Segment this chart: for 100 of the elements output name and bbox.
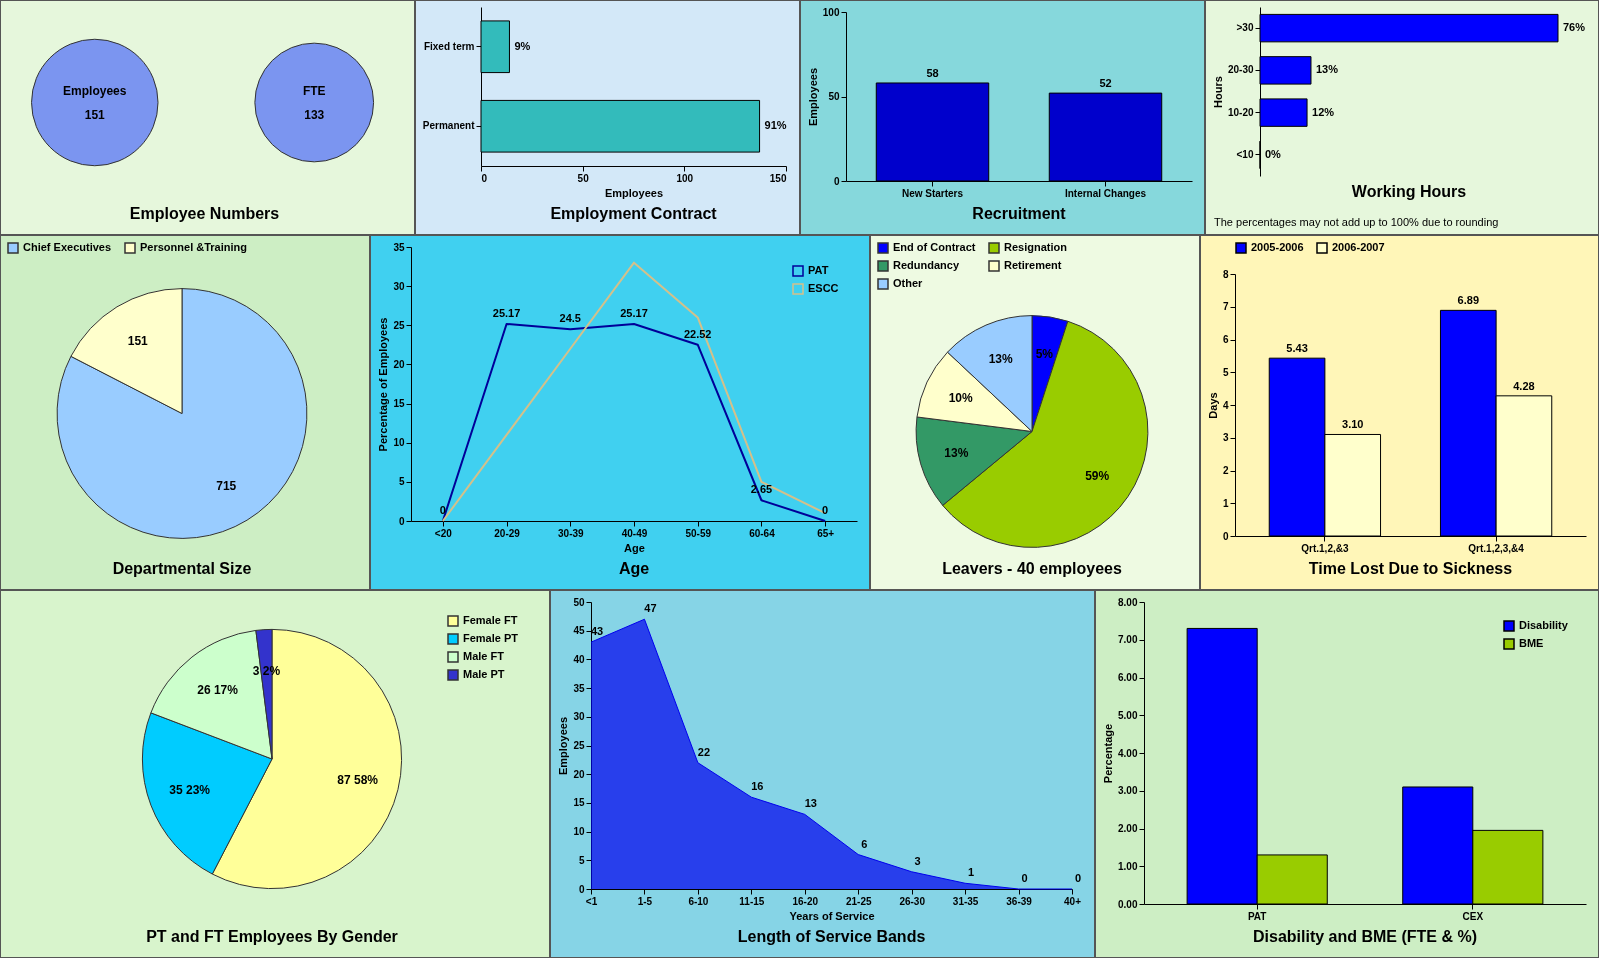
legend-label: Chief Executives <box>23 241 112 253</box>
legend-label: Resignation <box>1004 241 1068 253</box>
y-tick-label: 1.00 <box>1118 860 1138 872</box>
x-tick-label: <1 <box>585 895 598 907</box>
y-tick-label: 30 <box>393 280 405 292</box>
data-label: 13% <box>944 446 969 461</box>
y-tick-label: 30 <box>573 711 585 723</box>
y-tick-label: 5.00 <box>1118 709 1138 721</box>
x-tick-label: 16-20 <box>792 895 819 907</box>
data-label: 4.28 <box>1513 379 1535 392</box>
y-tick-label: 5 <box>398 476 405 488</box>
x-axis-title: Employees <box>604 186 664 199</box>
data-label: 24.5 <box>559 312 581 325</box>
y-tick-label: 20 <box>573 768 585 780</box>
x-tick-label: 30-39 <box>558 527 585 539</box>
x-tick-label: 50-59 <box>685 527 712 539</box>
x-tick-label: 0 <box>481 172 488 184</box>
x-tick-label: 21-25 <box>845 895 872 907</box>
legend-label: Disability <box>1519 619 1569 631</box>
legend-label: Male PT <box>463 668 505 680</box>
y-tick-label: 10 <box>393 437 405 449</box>
y-tick-label: <10 <box>1236 148 1254 160</box>
x-tick-label: 150 <box>769 172 787 184</box>
y-tick-label: >30 <box>1236 22 1254 34</box>
data-label: 47 <box>644 602 657 615</box>
y-tick-label: 0 <box>578 883 585 895</box>
data-label: 58 <box>926 66 939 79</box>
data-label: 59% <box>1085 468 1110 483</box>
data-label: 43 <box>590 625 604 638</box>
data-label: 151 <box>127 333 149 348</box>
text: Working Hours <box>1351 183 1467 200</box>
text: Recruitment <box>972 205 1067 222</box>
data-label: 22 <box>697 745 711 758</box>
y-tick-label: 35 <box>573 682 585 694</box>
data-label: 13% <box>988 352 1014 367</box>
y-tick-label: Fixed term <box>423 40 475 52</box>
data-label: 13 <box>804 797 817 810</box>
text: Time Lost Due to Sickness <box>1308 560 1513 577</box>
pie-slice <box>56 288 308 539</box>
y-tick-label: 15 <box>573 797 585 809</box>
x-tick-label: CEX <box>1462 910 1484 922</box>
y-axis-title: Days <box>1206 392 1219 419</box>
x-tick-label: New Starters <box>901 187 964 199</box>
x-tick-label: 26-30 <box>899 895 926 907</box>
x-tick-label: 65+ <box>817 527 835 539</box>
y-tick-label: 6.00 <box>1118 672 1138 683</box>
y-tick-label: 6 <box>1222 334 1229 345</box>
data-label: 52 <box>1099 77 1112 90</box>
x-tick-label: 20-29 <box>494 527 521 539</box>
y-tick-label: 40 <box>573 653 585 665</box>
y-tick-label: 1 <box>1222 497 1229 509</box>
y-tick-label: 5 <box>1222 366 1229 378</box>
legend-label: 2005-2006 <box>1251 241 1304 253</box>
data-label: 133 <box>304 107 325 122</box>
x-tick-label: 40+ <box>1064 895 1082 907</box>
y-axis-title: Hours <box>1211 76 1224 108</box>
y-tick-label: 0 <box>398 515 405 527</box>
text: Employee Numbers <box>129 205 280 222</box>
y-tick-label: 35 <box>393 241 405 253</box>
data-label: 87 58% <box>337 772 379 787</box>
y-axis-title: Percentage <box>1102 723 1115 784</box>
y-axis-title: Employees <box>557 716 570 776</box>
data-label: 16 <box>751 780 764 793</box>
y-tick-label: 5 <box>578 854 585 866</box>
x-axis-title: Years of Service <box>789 909 875 922</box>
text: Departmental Size <box>112 560 252 577</box>
text: Length of Service Bands <box>737 928 926 945</box>
data-label: 3 <box>914 854 921 867</box>
category-label: FTE <box>302 83 326 98</box>
y-tick-label: 0.00 <box>1118 898 1138 910</box>
y-tick-label: 20-30 <box>1227 64 1254 76</box>
y-tick-label: 10-20 <box>1227 106 1254 118</box>
annotation: 9% <box>514 39 531 52</box>
x-tick-label: 36-39 <box>1006 895 1033 907</box>
text: The percentages may not add up to 100% due to rounding <box>1214 216 1499 228</box>
legend-label: Redundancy <box>893 259 960 271</box>
x-tick-label: 11-15 <box>739 895 765 907</box>
x-tick-label: Qrt.1,2,&3 <box>1301 542 1349 554</box>
x-tick-label: 31-35 <box>952 895 979 907</box>
text: PT and FT Employees By Gender <box>146 928 398 945</box>
text: Employment Contract <box>550 205 718 222</box>
y-tick-label: 50 <box>828 91 840 102</box>
y-tick-label: 45 <box>573 625 585 637</box>
legend-label: Retirement <box>1004 259 1062 271</box>
y-tick-label: 8.00 <box>1118 596 1138 608</box>
y-tick-label: 100 <box>822 6 840 18</box>
text: Leavers - 40 employees <box>942 560 1122 577</box>
data-label: 35 23% <box>169 783 211 798</box>
y-axis-title: Employees <box>806 67 819 127</box>
data-label: 12% <box>1312 105 1335 118</box>
y-tick-label: 15 <box>393 398 405 410</box>
x-tick-label: Internal Changes <box>1064 187 1147 199</box>
legend-label: Female FT <box>463 614 518 626</box>
category-label: Employees <box>63 83 127 98</box>
legend-label: BME <box>1519 637 1544 649</box>
data-label: 6 <box>861 837 868 850</box>
y-tick-label: 50 <box>573 596 585 608</box>
data-label: 0 <box>1074 872 1082 884</box>
data-label: 13% <box>1315 63 1339 76</box>
y-tick-label: 8 <box>1222 268 1229 280</box>
